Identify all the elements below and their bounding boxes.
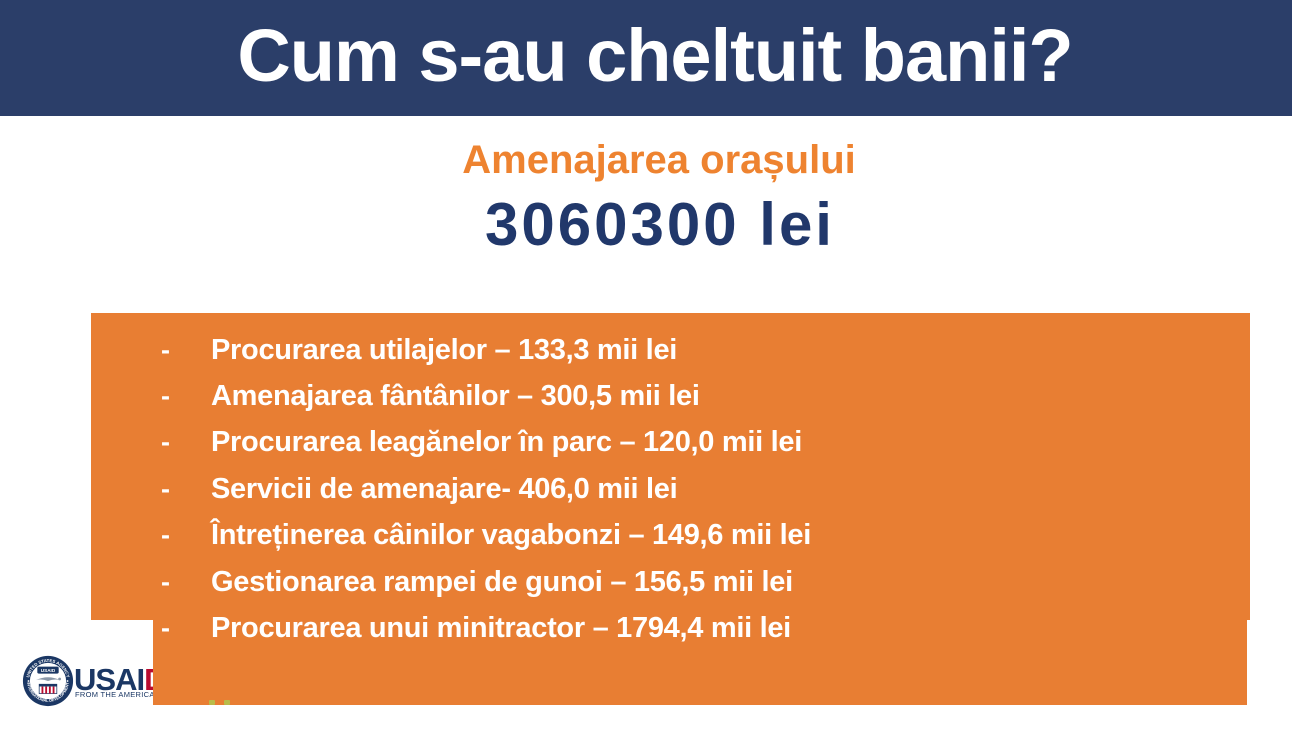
orange-panel-bottom (153, 620, 1247, 705)
expense-list: - Procurarea utilajelor – 133,3 mii lei … (161, 327, 811, 652)
expense-text: Întreținerea câinilor vagabonzi – 149,6 … (211, 519, 811, 552)
slide-title: Cum s-au cheltuit banii? (237, 14, 1073, 97)
expense-list-item: - Servicii de amenajare- 406,0 mii lei (161, 466, 811, 512)
artifact-dot (209, 700, 215, 705)
expense-text: Gestionarea rampei de gunoi – 156,5 mii … (211, 565, 793, 598)
expense-text: Amenajarea fântânilor – 300,5 mii lei (211, 380, 700, 413)
total-amount: 3060300 lei (485, 191, 835, 258)
expense-list-item: - Gestionarea rampei de gunoi – 156,5 mi… (161, 559, 811, 605)
usaid-logo: UNITED STATES AGENCY INTERNATIONAL DEVEL… (20, 653, 290, 713)
expense-list-item: - Procurarea utilajelor – 133,3 mii lei (161, 327, 811, 373)
expense-list-item: - Procurarea unui minitractor – 1794,4 m… (161, 605, 811, 651)
expense-text: Procurarea leagănelor în parc – 120,0 mi… (211, 426, 802, 459)
dash-bullet: - (161, 427, 170, 458)
seal-center-label: USAID (41, 668, 56, 673)
expense-list-item: - Amenajarea fântânilor – 300,5 mii lei (161, 373, 811, 419)
section-subtitle: Amenajarea orașului (462, 138, 856, 182)
title-bar: Cum s-au cheltuit banii? (0, 0, 1292, 116)
orange-panel-top (91, 313, 1250, 620)
usaid-seal-icon: UNITED STATES AGENCY INTERNATIONAL DEVEL… (22, 655, 74, 707)
expense-list-item: - Procurarea leagănelor în parc – 120,0 … (161, 420, 811, 466)
dash-bullet: - (161, 613, 170, 644)
expense-text: Servicii de amenajare- 406,0 mii lei (211, 472, 678, 505)
dash-bullet: - (161, 566, 170, 597)
expense-text: Procurarea unui minitractor – 1794,4 mii… (211, 612, 791, 645)
dash-bullet: - (161, 334, 170, 365)
usaid-tagline: FROM THE AMERICAN PEOPLE (75, 690, 195, 699)
dash-bullet: - (161, 473, 170, 504)
artifact-dot (224, 700, 230, 705)
dash-bullet: - (161, 520, 170, 551)
usaid-wordmark-blue: USAI (74, 662, 145, 697)
expense-list-item: - Întreținerea câinilor vagabonzi – 149,… (161, 513, 811, 559)
dash-bullet: - (161, 381, 170, 412)
expense-text: Procurarea utilajelor – 133,3 mii lei (211, 333, 678, 366)
